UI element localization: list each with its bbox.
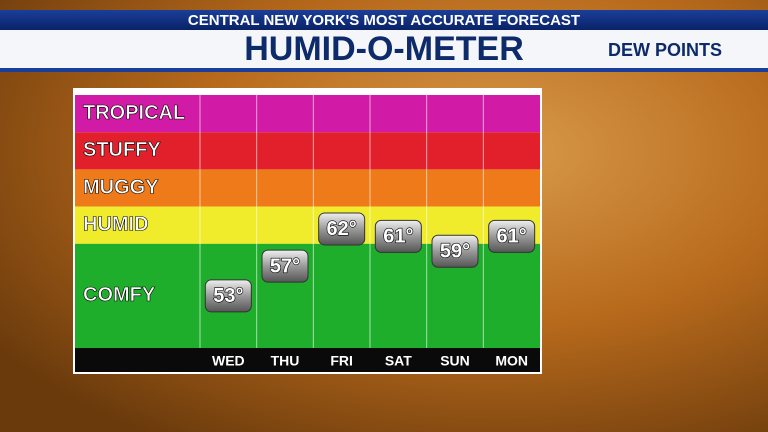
x-tick-label: SAT bbox=[385, 353, 412, 369]
footer-bar bbox=[75, 348, 540, 372]
x-tick-label: MON bbox=[495, 353, 528, 369]
zone-label: STUFFY bbox=[83, 139, 161, 161]
x-tick-label: SUN bbox=[440, 353, 470, 369]
zone-label: HUMID bbox=[83, 214, 149, 236]
value-marker bbox=[374, 219, 422, 253]
zone-band bbox=[75, 169, 540, 207]
data-label: 61° bbox=[497, 226, 527, 248]
x-tick-label: FRI bbox=[330, 353, 353, 369]
zone-label: TROPICAL bbox=[83, 102, 185, 124]
banner-text: CENTRAL NEW YORK'S MOST ACCURATE FORECAS… bbox=[188, 12, 580, 29]
x-tick-label: THU bbox=[271, 353, 300, 369]
value-marker bbox=[488, 219, 536, 253]
zone-label: MUGGY bbox=[83, 176, 159, 198]
data-label: 62° bbox=[327, 218, 357, 240]
data-label: 53° bbox=[213, 285, 243, 307]
chart-title: HUMID-O-METER bbox=[244, 30, 524, 68]
x-tick-label: WED bbox=[212, 353, 245, 369]
value-marker bbox=[318, 212, 366, 246]
title-underline bbox=[0, 68, 768, 72]
value-marker bbox=[431, 234, 479, 268]
chart-subtitle: DEW POINTS bbox=[608, 40, 722, 60]
zone-band bbox=[75, 95, 540, 133]
data-label: 59° bbox=[440, 241, 470, 263]
data-label: 61° bbox=[383, 226, 413, 248]
value-marker bbox=[261, 249, 309, 283]
value-marker bbox=[204, 279, 252, 313]
data-label: 57° bbox=[270, 255, 300, 277]
banner bbox=[0, 10, 768, 30]
zone-label: COMFY bbox=[83, 284, 156, 306]
title-bar bbox=[0, 30, 768, 70]
zone-band bbox=[75, 132, 540, 170]
